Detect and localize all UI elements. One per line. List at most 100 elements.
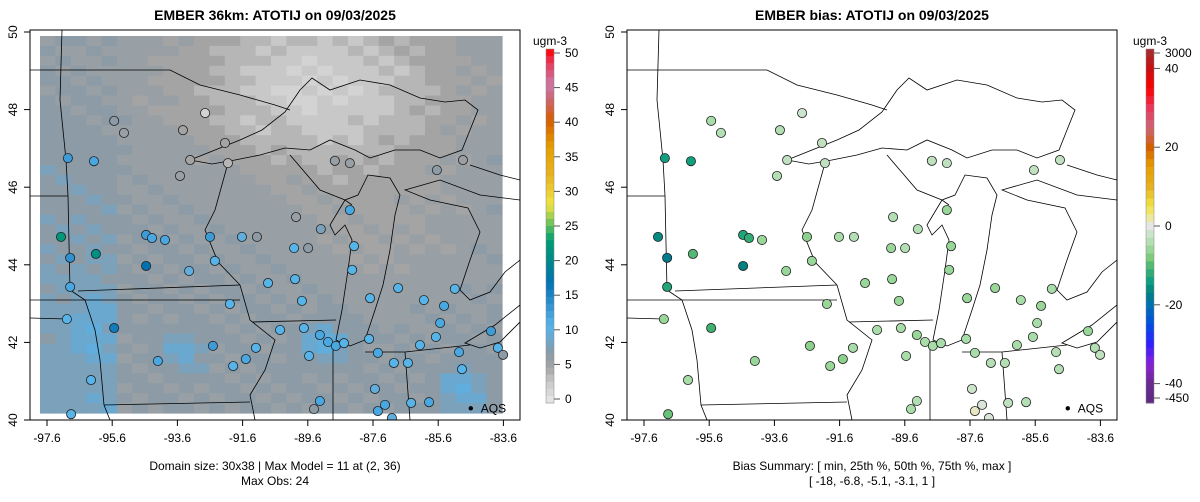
model-cell (147, 403, 164, 414)
station-point (837, 354, 848, 365)
model-cell (471, 293, 488, 305)
model-cell (147, 214, 164, 226)
model-cell (101, 125, 118, 136)
model-cell (86, 293, 103, 305)
model-cell (178, 75, 195, 87)
model-cell (255, 194, 272, 206)
model-cell (163, 284, 180, 295)
model-cell (486, 45, 503, 57)
model-cell (471, 363, 488, 374)
model-cell (132, 95, 149, 107)
station-point (160, 234, 171, 245)
state-boundary (103, 401, 251, 406)
model-cell (440, 303, 457, 315)
model-cell (86, 264, 103, 275)
model-cell (209, 145, 226, 156)
station-point (749, 356, 760, 367)
model-cell (332, 293, 349, 305)
model-cell (209, 204, 226, 216)
station-point (888, 212, 899, 223)
model-cell (132, 36, 149, 47)
model-cell (55, 333, 72, 345)
colorbar-tick-label: -450 (1165, 391, 1189, 405)
station-point (1011, 340, 1022, 351)
colorbar-cell (1146, 237, 1154, 247)
model-cell (378, 135, 395, 146)
right-map-panel: AQS -97.6 -95.6 -93.6 -91.6 -89.6 -87.6 -85.6 -8… (603, 25, 1118, 445)
model-cell (86, 234, 103, 245)
model-cell (409, 284, 426, 295)
model-cell (224, 194, 241, 206)
model-cell (425, 194, 441, 206)
model-cell (471, 373, 488, 384)
station-point (109, 323, 120, 334)
station-point (1021, 397, 1032, 408)
model-cell (348, 333, 364, 345)
model-cell (394, 194, 411, 206)
model-cell (286, 55, 303, 67)
model-cell (147, 55, 164, 67)
model-cell (40, 95, 56, 107)
model-cell (101, 254, 118, 265)
model-cell (271, 393, 287, 404)
model-cell (70, 353, 87, 364)
model-cell (255, 204, 272, 216)
colorbar-cell (1146, 332, 1154, 341)
model-cell (70, 234, 87, 245)
model-cell (209, 393, 226, 404)
x-tick-label: -87.6 (956, 431, 984, 445)
colorbar-cell (546, 84, 554, 92)
model-cell (117, 45, 133, 57)
model-cell (317, 393, 334, 404)
model-cell (363, 55, 380, 67)
model-cell (240, 303, 257, 315)
station-point (430, 331, 441, 342)
station-point (90, 248, 101, 259)
model-cell (348, 45, 364, 57)
model-cell (301, 224, 318, 236)
model-cell (394, 353, 411, 364)
model-cell (301, 333, 318, 345)
model-cell (163, 174, 180, 186)
model-cell (255, 343, 272, 355)
model-cell (486, 403, 503, 414)
model-cell (55, 55, 72, 67)
model-cell (70, 323, 87, 335)
model-cell (132, 125, 149, 136)
model-cell (55, 224, 72, 236)
model-cell (209, 214, 226, 226)
model-cell (394, 264, 411, 275)
model-cell (40, 353, 56, 364)
model-cell (117, 184, 133, 196)
model-cell (271, 313, 287, 325)
station-point (109, 115, 120, 126)
lake-outline (188, 77, 479, 165)
model-cell (425, 254, 441, 265)
model-cell (332, 393, 349, 404)
station-point (308, 404, 319, 415)
model-cell (224, 284, 241, 295)
model-cell (317, 125, 334, 136)
model-cell (40, 115, 56, 126)
model-cell (70, 75, 87, 87)
station-point (985, 357, 996, 368)
model-cell (240, 75, 257, 87)
colorbar-cell (546, 56, 554, 64)
model-cell (425, 204, 441, 216)
x-tick-label: -87.6 (359, 431, 387, 445)
model-cell (240, 115, 257, 126)
model-cell (255, 174, 272, 186)
model-cell (194, 343, 210, 355)
model-cell (40, 184, 56, 196)
model-cell (440, 135, 457, 146)
station-point (983, 413, 994, 420)
model-cell (301, 55, 318, 67)
model-cell (271, 145, 287, 156)
model-cell (440, 115, 457, 126)
model-cell (332, 214, 349, 226)
colorbar-cell (546, 70, 554, 78)
model-cell (394, 333, 411, 345)
model-cell (240, 135, 257, 146)
model-cell (301, 264, 318, 275)
model-cell (55, 95, 72, 107)
